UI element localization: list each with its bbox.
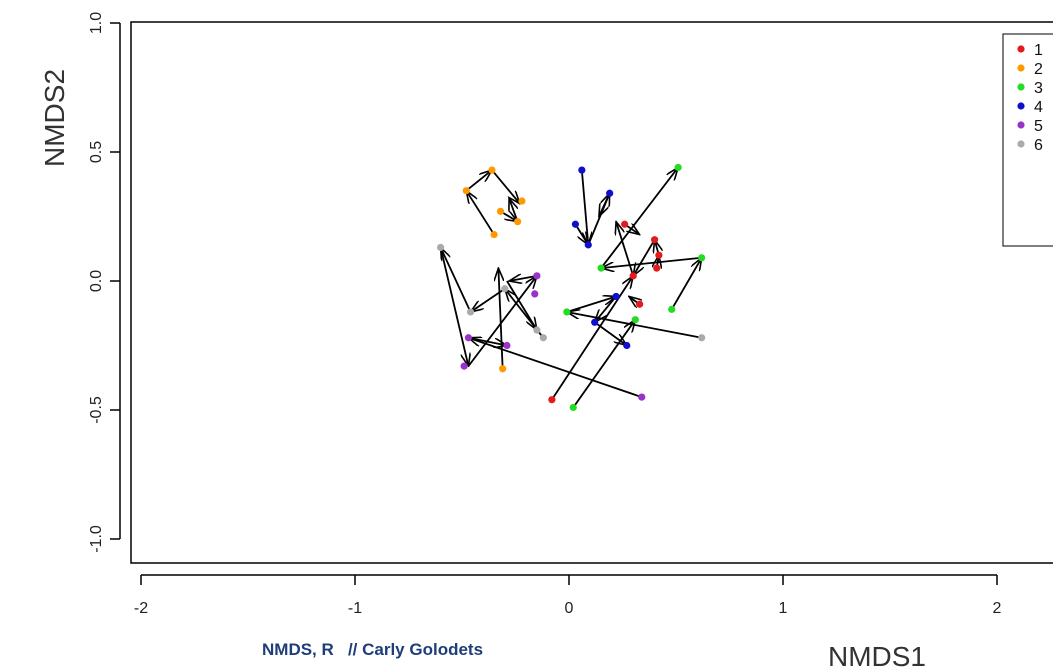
- data-point-group-1: [636, 300, 644, 308]
- trajectory-arrow: [471, 287, 506, 312]
- data-point-group-3: [631, 316, 639, 324]
- trajectory-arrow: [498, 268, 502, 369]
- data-point-group-3: [563, 308, 571, 316]
- legend-label: 4: [1034, 99, 1043, 116]
- data-point-group-4: [612, 292, 620, 301]
- trajectory-arrow: [670, 258, 702, 310]
- trajectory-arrow: [616, 222, 635, 277]
- legend-swatch: [1017, 140, 1025, 148]
- legend-swatch: [1017, 121, 1025, 129]
- trajectory-arrow: [601, 256, 702, 268]
- arrows-layer: [439, 167, 702, 408]
- data-point-group-2: [514, 218, 522, 226]
- trajectory-arrow: [468, 336, 507, 346]
- data-point-group-6: [501, 285, 509, 293]
- legend-box: [1002, 33, 1053, 247]
- trajectory-arrow: [509, 198, 519, 222]
- trajectory-arrow: [506, 280, 537, 330]
- trajectory-arrow: [441, 247, 472, 313]
- caption: NMDS, R // Carly Golodets: [262, 640, 484, 659]
- legend-swatch: [1017, 83, 1025, 91]
- data-point-group-2: [462, 187, 470, 195]
- data-point-group-2: [499, 365, 507, 373]
- data-point-group-5: [533, 272, 541, 280]
- data-point-group-6: [698, 334, 706, 342]
- trajectory-arrow: [572, 320, 635, 408]
- data-point-group-6: [539, 334, 547, 342]
- x-tick-label: -2: [134, 600, 148, 617]
- trajectory-arrow: [566, 296, 616, 313]
- data-point-group-1: [629, 272, 637, 280]
- legend-label: 3: [1034, 80, 1043, 97]
- data-point-group-5: [503, 341, 511, 350]
- data-point-group-4: [584, 241, 592, 249]
- trajectory-arrow: [467, 276, 536, 367]
- points-layer: [437, 163, 706, 412]
- trajectory-arrow: [580, 169, 588, 245]
- trajectory-arrow: [599, 192, 611, 216]
- x-tick-label: -1: [348, 600, 362, 617]
- trajectory-arrow: [439, 247, 469, 366]
- trajectory-arrow: [465, 170, 492, 192]
- y-tick-label: 1.0: [88, 12, 105, 34]
- data-point-group-4: [591, 318, 599, 326]
- trajectory-arrow: [509, 276, 538, 281]
- data-point-group-1: [621, 220, 629, 228]
- data-point-group-4: [578, 166, 586, 174]
- data-point-group-3: [569, 403, 577, 412]
- data-point-group-6: [437, 243, 445, 252]
- data-point-group-2: [518, 197, 526, 205]
- data-point-group-5: [638, 393, 646, 401]
- y-tick-label: -0.5: [88, 396, 105, 424]
- data-point-group-5: [464, 334, 473, 342]
- legend-swatch: [1017, 45, 1025, 53]
- legend: 1 2 3 4 5 6: [1002, 33, 1053, 247]
- trajectory-arrow: [595, 295, 617, 322]
- legend-swatch: [1017, 64, 1025, 72]
- data-point-group-4: [571, 220, 580, 228]
- data-point-group-1: [655, 251, 663, 259]
- data-point-group-2: [488, 166, 496, 174]
- data-point-group-5: [460, 362, 468, 370]
- x-tick-label: 1: [779, 600, 788, 617]
- legend-label: 2: [1034, 61, 1043, 78]
- data-point-group-5: [531, 290, 539, 298]
- trajectory-arrow: [466, 191, 495, 236]
- data-point-group-1: [548, 396, 556, 404]
- x-tick-label: 0: [565, 600, 574, 617]
- y-axis-title: NMDS2: [39, 69, 70, 167]
- data-point-group-2: [490, 230, 498, 239]
- y-tick-label: -1.0: [88, 525, 105, 553]
- legend-swatch: [1017, 102, 1025, 110]
- data-point-group-3: [674, 163, 682, 172]
- x-axis-title: NMDS1: [828, 641, 926, 672]
- data-point-group-4: [606, 189, 614, 197]
- data-point-group-4: [623, 341, 631, 350]
- y-tick-label: 0.5: [88, 141, 105, 163]
- y-tick-label: 0.0: [88, 270, 105, 292]
- trajectory-arrow: [633, 239, 656, 276]
- plot-frame: [130, 21, 1053, 564]
- axes-layer: -2 -1 0 1 2 -1.0 -0.5 0.0 0.5 1.0: [88, 12, 1002, 617]
- data-point-group-6: [466, 308, 475, 316]
- legend-label: 6: [1034, 137, 1043, 154]
- data-point-group-3: [668, 305, 676, 313]
- trajectory-arrow: [600, 167, 678, 269]
- legend-label: 5: [1034, 118, 1043, 135]
- data-point-group-3: [597, 264, 605, 272]
- legend-label: 1: [1034, 42, 1043, 59]
- data-point-group-1: [653, 264, 661, 272]
- x-tick-label: 2: [993, 600, 1002, 617]
- data-point-group-6: [533, 326, 541, 334]
- data-point-group-2: [496, 207, 505, 215]
- data-point-group-1: [651, 236, 659, 244]
- data-point-group-3: [698, 254, 706, 262]
